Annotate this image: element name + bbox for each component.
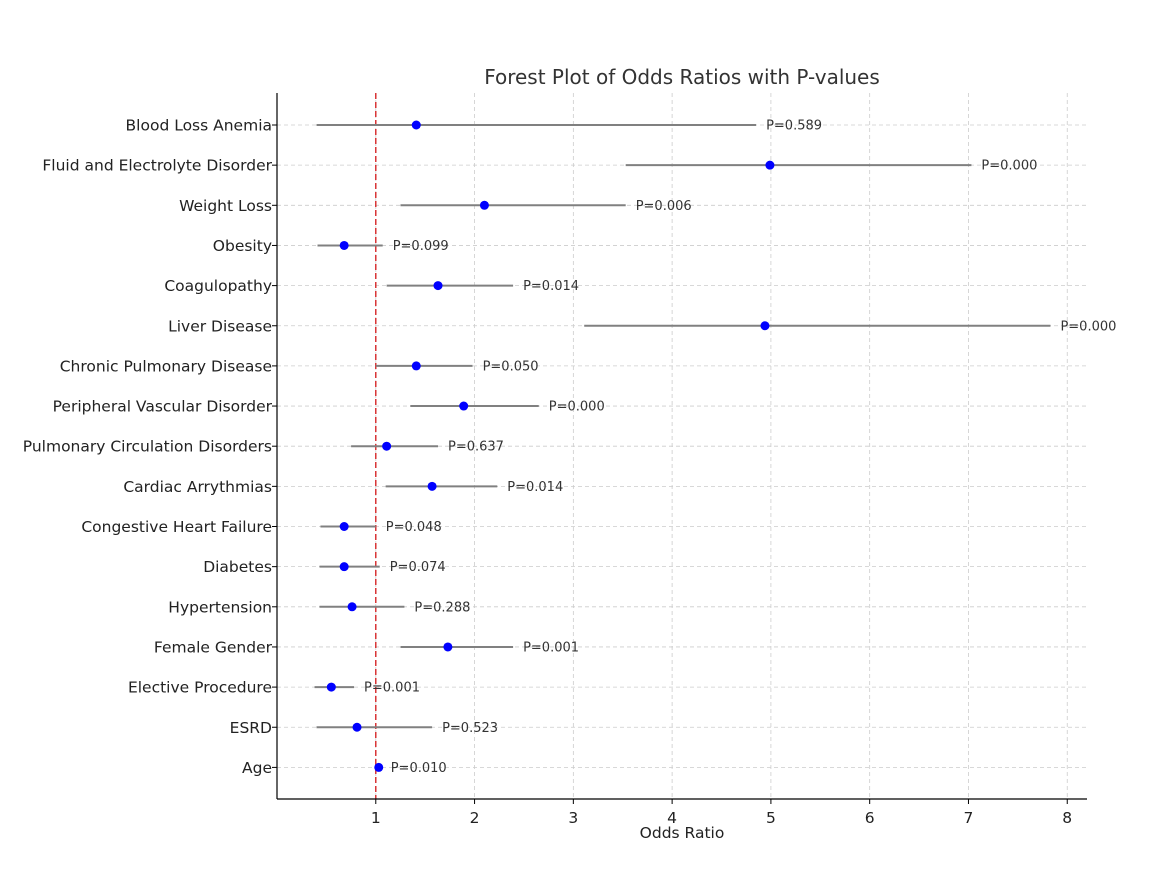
y-tick-label: Fluid and Electrolyte Disorder [42,157,272,175]
or-point [433,281,443,291]
y-tick-label: Diabetes [203,558,272,576]
y-tick-label: Congestive Heart Failure [81,518,272,536]
x-tick-label: 5 [766,809,776,827]
p-value-label: P=0.637 [448,440,504,455]
x-tick-label: 8 [1062,809,1072,827]
or-point [427,481,437,491]
or-point [443,642,453,652]
x-tick-label: 3 [568,809,578,827]
p-value-label: P=0.074 [390,560,446,575]
or-point [479,200,489,210]
p-value-label: P=0.000 [549,400,605,415]
or-point [382,441,392,451]
p-value-label: P=0.050 [483,359,539,374]
p-value-label: P=0.006 [636,199,692,214]
y-tick-label: Elective Procedure [128,679,272,697]
p-value-label: P=0.001 [364,681,420,696]
y-tick-label: Blood Loss Anemia [126,117,272,135]
p-value-label: P=0.099 [393,239,449,254]
y-tick-label: Age [242,759,272,777]
or-point [339,240,349,250]
x-tick-label: 1 [371,809,381,827]
p-value-label: P=0.000 [1060,319,1116,334]
p-value-label: P=0.014 [523,279,579,294]
y-tick-label: Cardiac Arrythmias [123,478,272,496]
y-tick-labels: Blood Loss Anemia Fluid and Electrolyte D… [23,117,273,777]
x-tick-label: 7 [964,809,974,827]
or-point [339,562,349,572]
p-value-label: P=0.523 [442,721,498,736]
p-value-label: P=0.000 [981,159,1037,174]
p-value-label: P=0.589 [766,119,822,134]
y-tick-label: Weight Loss [179,197,272,215]
p-value-label: P=0.010 [391,761,447,776]
y-tick-label: Liver Disease [168,317,272,335]
y-tick-label: Peripheral Vascular Disorder [53,398,273,416]
y-tick-label: Hypertension [168,598,272,616]
y-tick-label: Coagulopathy [164,277,272,295]
or-point [459,401,469,411]
x-tick-labels: 1 2 3 4 5 6 7 8 [371,809,1072,827]
x-axis-label: Odds Ratio [640,824,725,842]
or-point [326,682,336,692]
odds-ratio-points [326,120,775,772]
x-tick-label: 4 [667,809,677,827]
p-value-labels: P=0.589 P=0.000 P=0.006 P=0.099 P=0.014 P=0.0… [364,119,1116,776]
p-value-label: P=0.288 [414,600,470,615]
p-value-label: P=0.001 [523,640,579,655]
or-point [760,321,770,331]
p-value-label: P=0.048 [386,520,442,535]
or-point [411,120,421,130]
y-tick-label: ESRD [230,719,272,737]
confidence-intervals [314,124,1051,769]
chart-title: Forest Plot of Odds Ratios with P-values [484,65,880,89]
y-tick-label: Chronic Pulmonary Disease [60,357,272,375]
y-tick-label: Female Gender [154,638,273,656]
or-point [339,522,349,531]
or-point [765,160,775,170]
or-point [352,722,362,732]
y-tick-label: Pulmonary Circulation Disorders [23,438,272,456]
y-tick-label: Obesity [213,237,272,255]
or-point [347,602,357,612]
or-point [411,361,421,371]
p-value-label: P=0.014 [507,480,563,495]
x-tick-label: 2 [470,809,480,827]
x-tick-label: 6 [865,809,875,827]
axes [272,93,1087,804]
or-point [374,762,384,772]
